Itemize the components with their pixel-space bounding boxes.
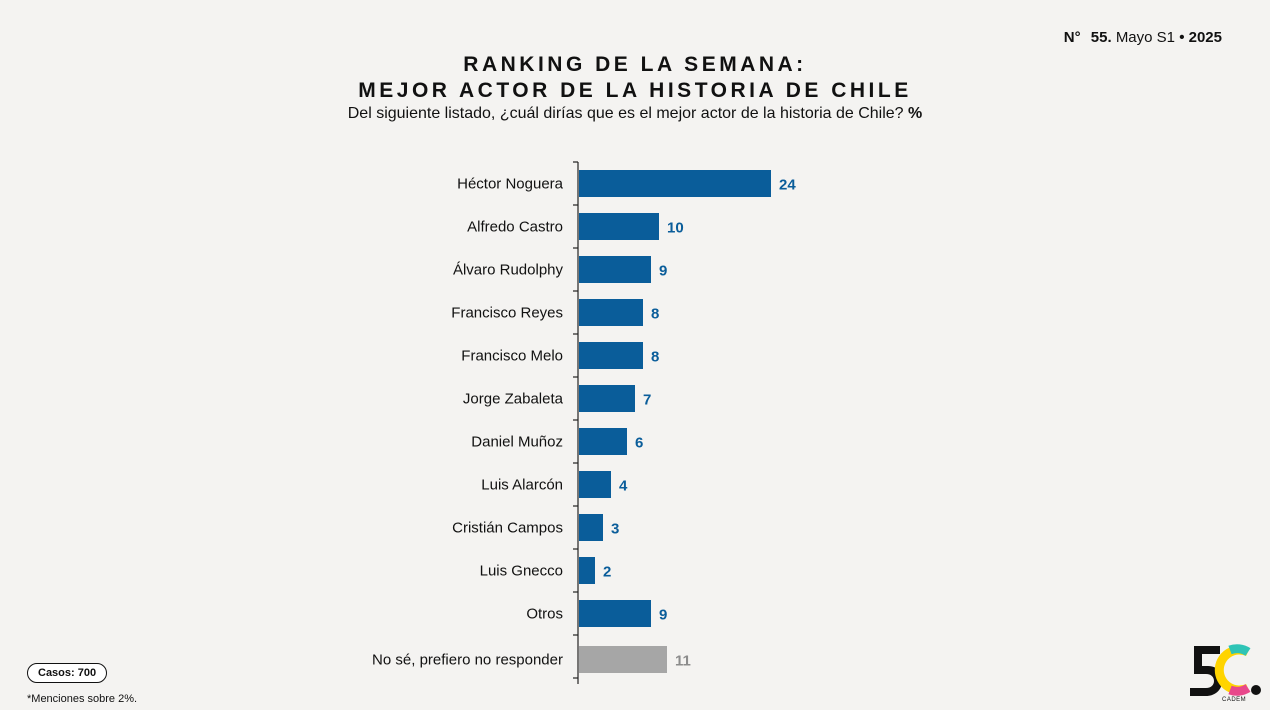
issue-period: Mayo S1 (1115, 29, 1176, 46)
bar-10 (579, 600, 651, 627)
issue-separator: • (1179, 29, 1185, 46)
issue-number: 55. (1090, 29, 1112, 46)
chart-subtitle: Del siguiente listado, ¿cuál dirías que … (0, 105, 1270, 123)
bar-7 (579, 471, 611, 498)
category-label-2: Álvaro Rudolphy (453, 262, 564, 279)
issue-prefix: N° (1063, 29, 1081, 46)
value-label-6: 6 (635, 435, 643, 452)
chart-title-line-1: RANKING DE LA SEMANA: (463, 53, 807, 76)
subtitle-text: Del siguiente listado, ¿cuál dirías que … (347, 105, 904, 122)
category-label-4: Francisco Melo (461, 348, 563, 365)
bar-6 (579, 428, 627, 455)
subtitle-unit: % (908, 105, 923, 122)
chart-title-line-2: MEJOR ACTOR DE LA HISTORIA DE CHILE (358, 79, 912, 102)
value-label-10: 9 (659, 607, 667, 624)
value-label-5: 7 (643, 392, 651, 409)
bar-2 (579, 256, 651, 283)
category-label-9: Luis Gnecco (480, 563, 563, 580)
bar-3 (579, 299, 643, 326)
cadem-logo (1190, 644, 1261, 696)
category-label-7: Luis Alarcón (481, 477, 563, 494)
issue-year: 2025 (1188, 29, 1222, 46)
category-label-1: Alfredo Castro (467, 219, 563, 236)
bar-5 (579, 385, 635, 412)
issue-info: N° 55. Mayo S1 • 2025 (1064, 29, 1222, 46)
category-label-0: Héctor Noguera (457, 176, 564, 193)
bar-9 (579, 557, 595, 584)
bar-4 (579, 342, 643, 369)
value-label-9: 2 (603, 564, 611, 581)
category-label-5: Jorge Zabaleta (463, 391, 564, 408)
value-label-0: 24 (779, 177, 796, 194)
bar-8 (579, 514, 603, 541)
category-label-8: Cristián Campos (452, 520, 563, 537)
bar-0 (579, 170, 771, 197)
category-label-6: Daniel Muñoz (471, 434, 563, 451)
value-label-7: 4 (619, 478, 628, 495)
value-label-11: 11 (675, 653, 691, 670)
cases-badge: Casos: 700 (27, 663, 108, 683)
bar-11 (579, 646, 667, 673)
value-label-4: 8 (651, 349, 659, 366)
brand-caption: CADEM (1222, 697, 1247, 703)
value-label-1: 10 (667, 220, 684, 237)
category-label-10: Otros (526, 606, 563, 623)
value-label-2: 9 (659, 263, 667, 280)
category-label-11: No sé, prefiero no responder (372, 652, 563, 669)
value-label-8: 3 (611, 521, 619, 538)
value-label-3: 8 (651, 306, 659, 323)
footnote: *Menciones sobre 2%. (27, 693, 138, 705)
bar-1 (579, 213, 659, 240)
category-label-3: Francisco Reyes (451, 305, 563, 322)
